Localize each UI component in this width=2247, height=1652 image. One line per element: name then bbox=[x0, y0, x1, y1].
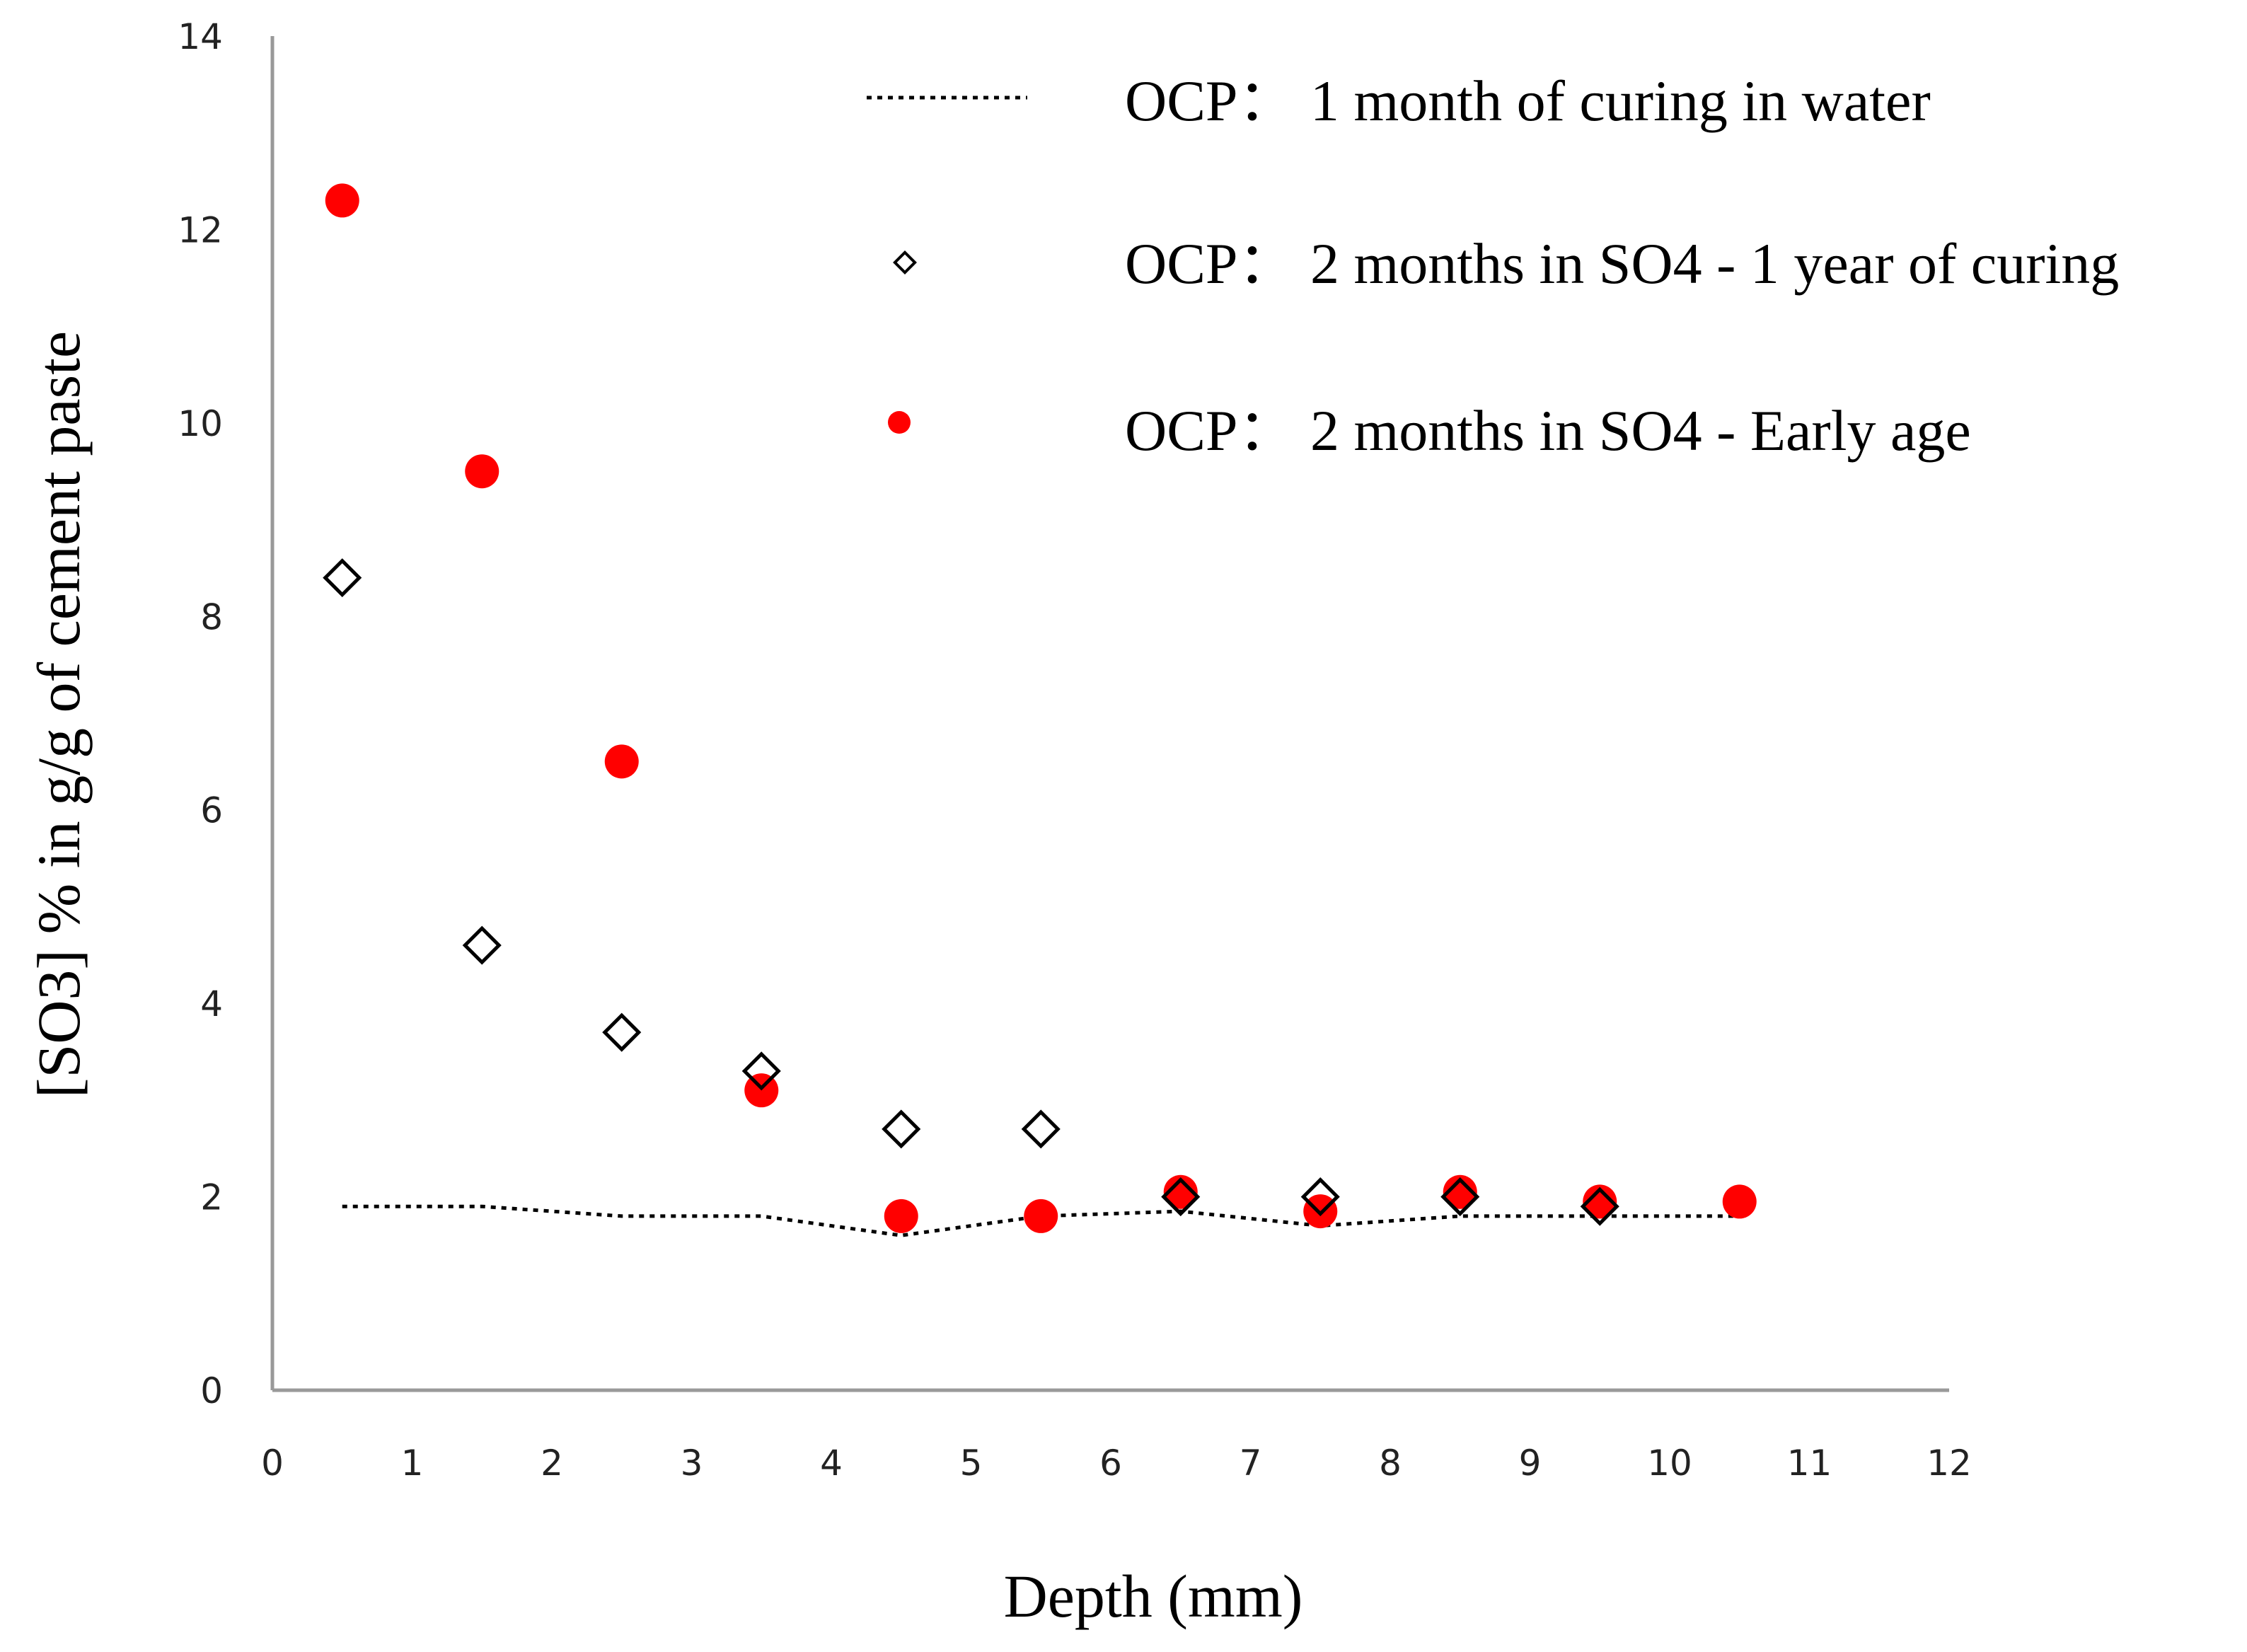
early-age-point bbox=[1024, 1198, 1058, 1233]
y-tick-label: 4 bbox=[200, 983, 223, 1024]
y-tick-label: 12 bbox=[178, 209, 223, 250]
legend-label-water: OCP： 1 month of curing in water bbox=[1125, 69, 1931, 133]
legend-label-1-year-curing: OCP： 2 months in SO4 - 1 year of curing bbox=[1125, 231, 2119, 296]
one-year-curing-point bbox=[1021, 1109, 1061, 1149]
early-age-point bbox=[1163, 1174, 1198, 1209]
x-tick-label: 4 bbox=[820, 1443, 843, 1484]
one-year-curing-point bbox=[741, 1051, 781, 1091]
y-tick-label: 10 bbox=[178, 403, 223, 444]
one-year-curing-point bbox=[1440, 1177, 1480, 1217]
x-tick-label: 8 bbox=[1379, 1443, 1402, 1484]
early-age-point bbox=[325, 183, 359, 218]
x-tick-label: 2 bbox=[541, 1443, 563, 1484]
early-age-point bbox=[1583, 1184, 1617, 1219]
one-year-curing-point bbox=[1300, 1177, 1340, 1217]
y-axis-title: [SO3] % in g/g of cement paste bbox=[25, 331, 93, 1098]
legend: OCP： 1 month of curing in water OCP： 2 m… bbox=[867, 69, 2119, 463]
one-year-curing-point bbox=[882, 1109, 921, 1149]
x-tick-label: 7 bbox=[1240, 1443, 1262, 1484]
early-age-point bbox=[884, 1198, 918, 1233]
x-tick-label: 9 bbox=[1519, 1443, 1542, 1484]
x-tick-label: 5 bbox=[960, 1443, 983, 1484]
y-tick-label: 6 bbox=[200, 790, 223, 831]
x-tick-label: 10 bbox=[1647, 1443, 1692, 1484]
x-tick-labels: 0 1 2 3 4 5 6 7 8 9 10 11 12 bbox=[261, 1443, 1972, 1484]
one-year-curing-point bbox=[1580, 1186, 1619, 1226]
x-tick-label: 1 bbox=[401, 1443, 424, 1484]
y-tick-label: 2 bbox=[200, 1177, 223, 1218]
legend-marker-early-age bbox=[888, 411, 911, 434]
early-age-point bbox=[1443, 1174, 1477, 1209]
one-year-curing-point bbox=[602, 1012, 642, 1052]
y-tick-label: 8 bbox=[200, 596, 223, 637]
plot-area bbox=[323, 183, 1757, 1237]
y-tick-label: 14 bbox=[178, 16, 223, 57]
y-tick-labels: 0 2 4 6 8 10 12 14 bbox=[178, 16, 223, 1411]
legend-marker-1-year-curing bbox=[893, 250, 917, 275]
early-age-point bbox=[465, 454, 499, 489]
x-tick-label: 6 bbox=[1099, 1443, 1122, 1484]
one-year-curing-point bbox=[323, 558, 362, 598]
one-year-curing-point bbox=[462, 925, 502, 965]
x-tick-label: 11 bbox=[1787, 1443, 1832, 1484]
x-tick-label: 3 bbox=[681, 1443, 703, 1484]
legend-label-early-age: OCP： 2 months in SO4 - Early age bbox=[1125, 398, 1971, 463]
one-year-curing-point bbox=[1161, 1177, 1201, 1217]
x-tick-label: 0 bbox=[261, 1443, 284, 1484]
y-tick-label: 0 bbox=[200, 1370, 223, 1411]
axes bbox=[270, 36, 1949, 1392]
early-age-point bbox=[604, 744, 639, 779]
early-age-point bbox=[1722, 1184, 1757, 1219]
x-axis-title: Depth (mm) bbox=[1004, 1562, 1303, 1630]
x-tick-label: 12 bbox=[1927, 1443, 1972, 1484]
